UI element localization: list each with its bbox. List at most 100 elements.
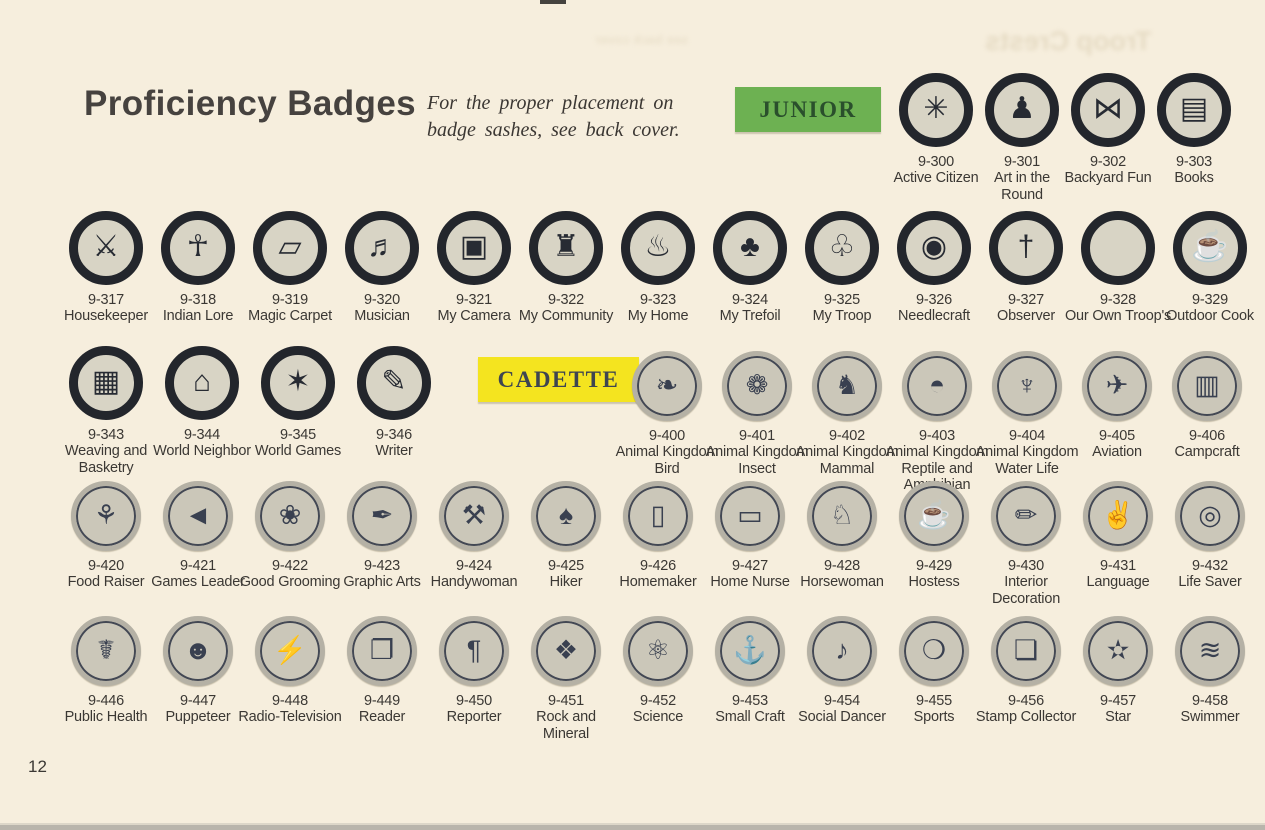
badge-emblem: ✫ [1083, 616, 1153, 686]
junior-section-label: JUNIOR [735, 87, 881, 132]
badge-name: My Trefoil [719, 308, 781, 325]
badge-emblem: ♨ [621, 211, 695, 285]
badge-9-455: ❍ 9-455 Sports [888, 616, 980, 742]
badge-name: My Troop [812, 308, 872, 325]
badge-name: Campcraft [1174, 444, 1240, 461]
badge-emblem: ⋈ [1071, 73, 1145, 147]
scan-bottom-edge-light [0, 823, 1265, 825]
badge-emblem: ▯ [623, 481, 693, 551]
badge-emblem: ♞ [812, 351, 882, 421]
badge-9-450: ¶ 9-450 Reporter [428, 616, 520, 742]
badge-code: 9-320 [363, 292, 401, 308]
garden-tools-icon: ⚘ [93, 499, 119, 530]
badge-emblem: ❀ [255, 481, 325, 551]
badge-emblem: ✒ [347, 481, 417, 551]
badge-code: 9-447 [179, 693, 217, 709]
badge-code: 9-420 [87, 558, 125, 574]
badge-code: 9-321 [455, 292, 493, 308]
crossed-keys-icon: ⚔ [92, 230, 120, 263]
badge-emblem: ⌂ [165, 346, 239, 420]
badge-code: 9-458 [1191, 693, 1229, 709]
badge-row-cadette-3: ☤ 9-446 Public Health ☻ 9-447 Puppeteer ⚡ 9-448… [60, 616, 1256, 742]
badge-code: 9-317 [87, 292, 125, 308]
civic-building-icon: ♜ [552, 230, 580, 263]
badge-emblem: ♠ [531, 481, 601, 551]
badge-name: Aviation [1092, 444, 1142, 461]
turtle-icon: ◓ [928, 369, 946, 400]
badge-emblem: ♬ [345, 211, 419, 285]
badge-9-422: ❀ 9-422 Good Grooming [240, 481, 340, 607]
badge-code: 9-318 [179, 292, 217, 308]
insect-plant-icon: ❁ [745, 369, 769, 400]
embroidery-hoop-icon: ◉ [920, 230, 948, 263]
badge-name: Rock and Mineral [536, 709, 596, 742]
camp-stool-icon: ⋈ [1093, 92, 1123, 125]
branch-cross-icon: † [1017, 230, 1035, 263]
badge-9-426: ▯ 9-426 Homemaker [612, 481, 704, 607]
badge-name: Puppeteer [165, 709, 231, 726]
badge-name: My Home [627, 308, 689, 325]
badge-code: 9-455 [915, 693, 953, 709]
badge-code: 9-326 [915, 292, 953, 308]
badge-9-329: ☕ 9-329 Outdoor Cook [1164, 211, 1256, 325]
badge-code: 9-324 [731, 292, 769, 308]
badge-emblem: ⚓ [715, 616, 785, 686]
badge-9-406: ▥ 9-406 Campcraft [1162, 351, 1252, 494]
badge-code: 9-453 [731, 693, 769, 709]
badge-9-431: ✌ 9-431 Language [1072, 481, 1164, 607]
badge-emblem: ✳ [899, 73, 973, 147]
badge-name: Public Health [64, 709, 148, 726]
badge-name: Reader [358, 709, 406, 726]
hearth-fire-icon: ♨ [644, 230, 672, 263]
badge-emblem: ♧ [805, 211, 879, 285]
badge-9-446: ☤ 9-446 Public Health [60, 616, 152, 742]
badge-row-cadette-2: ⚘ 9-420 Food Raiser ◄ 9-421 Games Leader ❀ 9-42… [60, 481, 1256, 607]
stars-icon: ✫ [1106, 634, 1130, 665]
badge-9-451: ❖ 9-451 Rock and Mineral [520, 616, 612, 742]
placement-note-line1: For the proper placement on [427, 92, 674, 114]
indian-figure-icon: ☥ [186, 230, 210, 263]
pilcrow-icon: ¶ [466, 634, 482, 665]
badge-name: Musician [354, 308, 410, 325]
anchor-icon: ⚓ [733, 634, 767, 665]
page-title: Proficiency Badges [84, 84, 417, 123]
badge-code: 9-429 [915, 558, 953, 574]
badge-emblem: † [989, 211, 1063, 285]
house-landscape-icon: ⌂ [192, 365, 212, 398]
badge-code: 9-302 [1089, 154, 1127, 170]
badge-name: Magic Carpet [248, 308, 332, 325]
badge-name: Indian Lore [162, 308, 234, 325]
badge-9-323: ♨ 9-323 My Home [612, 211, 704, 325]
pine-tree-icon: ♠ [558, 499, 574, 530]
badge-emblem: ☻ [163, 616, 233, 686]
badge-code: 9-431 [1099, 558, 1137, 574]
badge-code: 9-322 [547, 292, 585, 308]
badge-9-344: ⌂ 9-344 World Neighbor [153, 346, 251, 476]
badge-9-429: ☕ 9-429 Hostess [888, 481, 980, 607]
kettle-icon: ☕ [1191, 230, 1229, 263]
riding-boot-icon: ♘ [829, 499, 855, 530]
badge-code: 9-343 [87, 427, 125, 443]
badge-emblem: ▤ [1157, 73, 1231, 147]
badge-name: Our Own Troop's [1064, 308, 1172, 325]
badge-name: Life Saver [1178, 574, 1242, 591]
badge-name: Hiker [549, 574, 583, 591]
badge-9-324: ♣ 9-324 My Trefoil [704, 211, 796, 325]
badge-9-301: ♟ 9-301 Art in the Round [979, 73, 1065, 203]
badge-emblem: ❐ [347, 616, 417, 686]
signal-hand-icon: ✌ [1101, 499, 1135, 530]
rocks-icon: ❖ [553, 634, 579, 665]
badge-name: Good Grooming [239, 574, 341, 591]
badge-code: 9-457 [1099, 693, 1137, 709]
statuette-icon: ♟ [1008, 92, 1036, 125]
badge-emblem: ▣ [437, 211, 511, 285]
badge-name: Observer [996, 308, 1056, 325]
badge-emblem: ♘ [807, 481, 877, 551]
badge-code: 9-345 [279, 427, 317, 443]
badge-name: Horsewoman [800, 574, 884, 591]
badge-9-448: ⚡ 9-448 Radio-Television [238, 616, 342, 742]
badge-9-400: ❧ 9-400 Animal Kingdom Bird [616, 351, 719, 494]
badge-name: World Neighbor [153, 443, 251, 460]
